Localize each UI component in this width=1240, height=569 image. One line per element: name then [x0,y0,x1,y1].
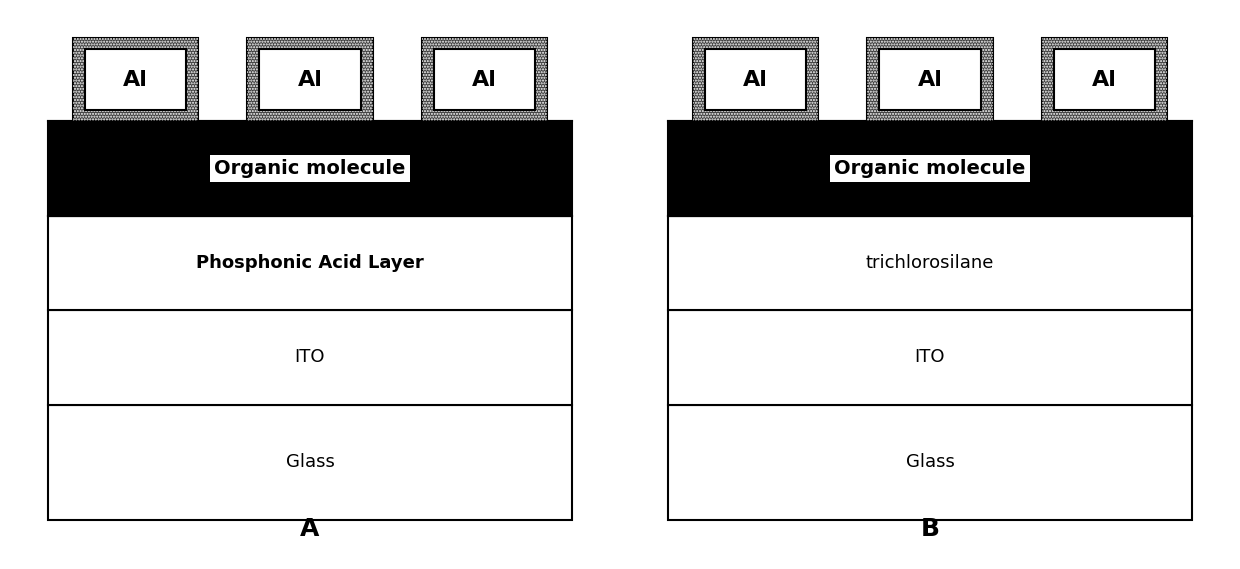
Text: Al: Al [123,69,148,89]
Bar [48,216,572,310]
Text: B: B [920,517,940,541]
Text: Al: Al [472,69,497,89]
Bar [867,38,993,122]
Text: Al: Al [298,69,322,89]
Bar [48,310,572,405]
Text: A: A [300,517,320,541]
Text: Organic molecule: Organic molecule [215,159,405,178]
Bar [84,49,186,110]
Bar [1042,38,1167,122]
Text: Al: Al [743,69,768,89]
Bar [73,38,198,122]
Bar [668,216,1192,310]
Bar [259,49,361,110]
Bar [693,38,818,122]
Bar [668,205,1192,216]
Bar [48,122,572,216]
Bar [693,38,818,122]
Bar [73,38,198,122]
Text: ITO: ITO [915,348,945,366]
Bar [48,405,572,520]
Bar [668,310,1192,405]
Bar [704,49,806,110]
Text: Glass: Glass [905,453,955,471]
Bar [422,38,547,122]
Bar [879,49,981,110]
Bar [867,38,993,122]
Bar [1042,38,1167,122]
Text: Organic molecule: Organic molecule [835,159,1025,178]
Text: ITO: ITO [295,348,325,366]
Text: Glass: Glass [285,453,335,471]
Text: Al: Al [1092,69,1117,89]
Bar [247,38,373,122]
Bar [668,405,1192,520]
Bar [668,122,1192,216]
Bar [1054,49,1156,110]
Bar [48,122,572,216]
Bar [434,49,536,110]
Bar [48,205,572,216]
Bar [668,122,1192,216]
Text: Phosphonic Acid Layer: Phosphonic Acid Layer [196,254,424,272]
Text: Al: Al [918,69,942,89]
Text: trichlorosilane: trichlorosilane [866,254,994,272]
Bar [247,38,373,122]
Bar [422,38,547,122]
